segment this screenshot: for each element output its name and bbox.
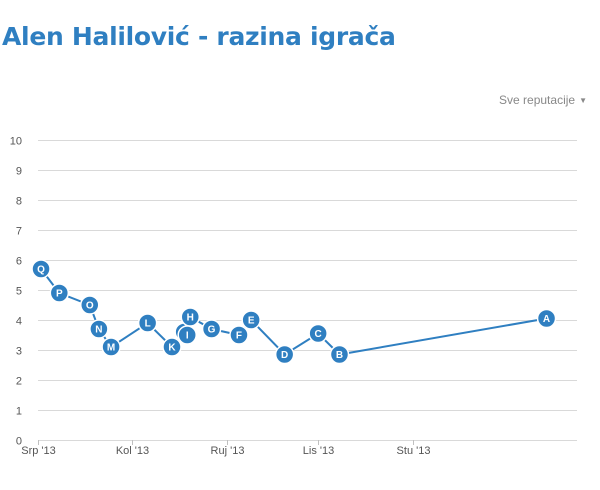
series: QPONMLKJIHGFEDCBA (31, 259, 557, 365)
data-point: K (162, 337, 182, 357)
y-tick-label: 0 (16, 436, 22, 448)
y-tick-label: 7 (16, 226, 22, 238)
reputation-filter-label: Sve reputacije (499, 93, 576, 107)
x-tick-label: Kol '13 (116, 445, 149, 457)
y-tick-label: 1 (16, 406, 22, 418)
data-point-label: P (56, 289, 63, 300)
data-point: O (80, 295, 100, 315)
data-point: M (101, 337, 121, 357)
data-point-label: H (187, 313, 194, 324)
x-tick-label: Srp '13 (21, 445, 56, 457)
data-point: G (201, 319, 222, 339)
data-point-label: L (145, 319, 151, 330)
data-point-marker (308, 323, 328, 344)
y-tick-label: 5 (16, 286, 22, 298)
data-point: E (241, 310, 261, 330)
data-point: F (229, 325, 249, 345)
data-point: L (137, 313, 158, 333)
data-point-label: G (208, 325, 216, 336)
x-tick-label: Stu '13 (397, 445, 431, 457)
data-point-label: K (168, 343, 176, 354)
data-point-marker (89, 319, 109, 339)
data-point: Q (31, 259, 51, 279)
data-point: I (177, 325, 197, 345)
x-tick-label: Lis '13 (303, 445, 334, 457)
data-point-label: C (315, 329, 322, 340)
data-point-label: Q (37, 265, 45, 276)
data-point-label: O (86, 301, 94, 312)
reputation-filter-dropdown[interactable]: Sve reputacije ▼ (499, 93, 587, 107)
data-point-marker (229, 325, 249, 345)
data-point-marker (536, 308, 557, 329)
y-tick-label: 4 (16, 316, 22, 328)
data-point-label: M (107, 343, 115, 354)
data-point-label: A (543, 314, 550, 325)
grid (38, 140, 577, 441)
data-point-marker (329, 344, 350, 365)
x-tick-label: Ruj '13 (211, 445, 245, 457)
data-point-label: E (248, 316, 255, 327)
data-point: D (274, 344, 295, 365)
y-tick-label: 2 (16, 376, 22, 388)
data-point-marker (180, 307, 201, 327)
y-tick-label: 3 (16, 346, 22, 358)
data-point-marker (201, 319, 222, 339)
data-point-marker (101, 337, 121, 357)
y-tick-label: 8 (16, 196, 22, 208)
data-point-label: I (186, 331, 189, 342)
data-point-marker (137, 313, 158, 333)
data-point-marker (49, 283, 70, 303)
data-point: N (89, 319, 109, 339)
y-tick-label: 10 (10, 136, 22, 148)
data-point-marker (162, 337, 182, 357)
y-tick-label: 9 (16, 166, 22, 178)
data-point-marker (241, 310, 261, 330)
y-tick-label: 6 (16, 256, 22, 268)
data-point: H (180, 307, 201, 327)
axes: 0 1 2 3 4 5 6 7 8 9 10 Srp '13 Kol '13 Ruj '13 Lis '13… (10, 136, 431, 458)
data-point-marker (31, 259, 51, 279)
data-point: C (308, 323, 328, 344)
data-point-marker (80, 295, 100, 315)
data-point-label: D (281, 350, 288, 361)
data-point-label: B (336, 350, 343, 361)
caret-down-icon: ▼ (579, 96, 587, 105)
data-point-label: N (95, 325, 102, 336)
page-title: Alen Halilović - razina igrača (2, 22, 396, 51)
data-point: P (49, 283, 70, 303)
data-point-marker (274, 344, 295, 365)
data-point-label: F (236, 331, 242, 342)
data-point: A (536, 308, 557, 329)
data-point: B (329, 344, 350, 365)
